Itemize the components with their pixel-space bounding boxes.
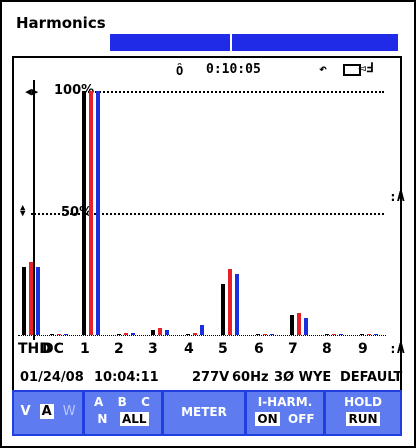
bar-4-series-2	[193, 332, 197, 335]
i-harm-title: I-HARM.	[257, 395, 313, 409]
baseline	[18, 335, 386, 336]
bar-2-series-3	[131, 332, 135, 335]
x-label-thd: THD	[18, 341, 51, 357]
status-profile: DEFAULT	[340, 370, 403, 385]
bar-7-series-3	[304, 317, 308, 335]
thd-readout: ◊THD 29.0%f	[110, 34, 248, 67]
bar-4-series-1	[186, 334, 190, 335]
header: Harmonics ◊THD 29.0%f ◊K3.6	[12, 12, 400, 67]
x-label-1: 1	[80, 341, 90, 357]
bar-2-series-2	[124, 332, 128, 335]
x-label-6: 6	[254, 341, 264, 357]
status-frequency: 60Hz	[232, 370, 269, 385]
k-factor-readout: ◊K3.6	[232, 34, 398, 67]
status-voltage: 277V	[192, 370, 230, 385]
x-label-5: 5	[218, 341, 228, 357]
bar-8-series-1	[325, 334, 329, 335]
phase-b-option: B	[117, 395, 129, 409]
hold-run-button[interactable]: HOLD RUN	[326, 392, 400, 434]
right-marker-upper: :A	[389, 190, 405, 205]
bar-7-series-1	[290, 315, 294, 335]
i-harm-on-selected: ON	[255, 412, 280, 426]
x-label-2: 2	[114, 341, 124, 357]
hold-label: HOLD	[344, 395, 382, 409]
v-option: V	[20, 404, 31, 419]
i-harm-off-option: OFF	[288, 412, 315, 426]
cursor-line[interactable]	[33, 80, 35, 340]
bar-DC-series-2	[57, 334, 61, 335]
timer-icon: Ô	[176, 64, 184, 78]
bar-5-series-2	[228, 269, 232, 335]
x-label-8: 8	[322, 341, 332, 357]
gridline-100	[88, 91, 384, 93]
bar-DC-series-1	[50, 334, 54, 335]
right-marker-lower: :A	[389, 342, 405, 357]
phase-selector-button[interactable]: A B C N ALL	[85, 392, 161, 434]
cursor-arrows-icon[interactable]: ◀▶	[25, 85, 39, 98]
meter-button[interactable]: METER	[164, 392, 244, 434]
bar-THD-series-3	[36, 266, 40, 335]
status-time: 10:04:11	[94, 370, 159, 385]
phase-n-option: N	[97, 412, 108, 426]
bar-DC-series-3	[64, 334, 68, 335]
bar-9-series-2	[367, 334, 371, 335]
w-option: W	[62, 404, 76, 419]
bar-9-series-3	[374, 334, 378, 335]
vaw-selector-button[interactable]: V A W	[14, 392, 82, 434]
bar-3-series-1	[151, 330, 155, 335]
x-label-7: 7	[288, 341, 298, 357]
i-harm-button[interactable]: I-HARM. ON OFF	[247, 392, 323, 434]
phase-all-selected: ALL	[120, 412, 149, 426]
mains-plug-icon: ◅Ⅎ	[358, 61, 374, 76]
bar-3-series-2	[158, 327, 162, 335]
bar-1-series-1	[82, 91, 86, 335]
run-selected: RUN	[346, 412, 380, 426]
page-title: Harmonics	[16, 14, 106, 32]
bar-6-series-3	[270, 334, 274, 335]
bar-THD-series-2	[29, 261, 33, 335]
timer-readout: 0:10:05	[206, 62, 261, 77]
harmonics-screen: Ô 0:10:05 ↶ ◅Ⅎ ◀▶ ▲ ▼ 100% 50% :A :A THD D…	[12, 56, 405, 392]
softkey-bar: V A W A B C N ALL METER I-HARM. ON OF	[12, 390, 402, 436]
bar-8-series-3	[339, 334, 343, 335]
phase-a-option: A	[94, 395, 106, 409]
bar-9-series-1	[360, 334, 364, 335]
battery-icon	[343, 64, 361, 76]
bar-8-series-2	[332, 334, 336, 335]
bar-7-series-2	[297, 313, 301, 335]
x-label-dc: DC	[42, 341, 64, 357]
bar-4-series-3	[200, 325, 204, 335]
bar-3-series-3	[165, 330, 169, 335]
phase-c-option: C	[141, 395, 152, 409]
bar-5-series-3	[235, 274, 239, 335]
bar-1-series-3	[96, 91, 100, 335]
status-config: 3Ø WYE	[274, 370, 332, 385]
x-label-9: 9	[358, 341, 368, 357]
bar-1-series-2	[89, 91, 93, 335]
x-label-3: 3	[148, 341, 158, 357]
status-date: 01/24/08	[20, 370, 84, 385]
undo-icon: ↶	[319, 62, 327, 77]
bar-6-series-2	[263, 334, 267, 335]
a-option-selected: A	[39, 404, 54, 419]
meter-label: METER	[181, 405, 227, 419]
bar-2-series-1	[117, 334, 121, 335]
scale-arrows-icon[interactable]: ▲ ▼	[20, 203, 26, 219]
bar-6-series-1	[256, 334, 260, 335]
bar-5-series-1	[221, 283, 225, 335]
x-label-4: 4	[184, 341, 194, 357]
bar-THD-series-1	[22, 266, 26, 335]
gridline-50	[31, 213, 384, 215]
y-label-50: 50%	[61, 205, 93, 220]
